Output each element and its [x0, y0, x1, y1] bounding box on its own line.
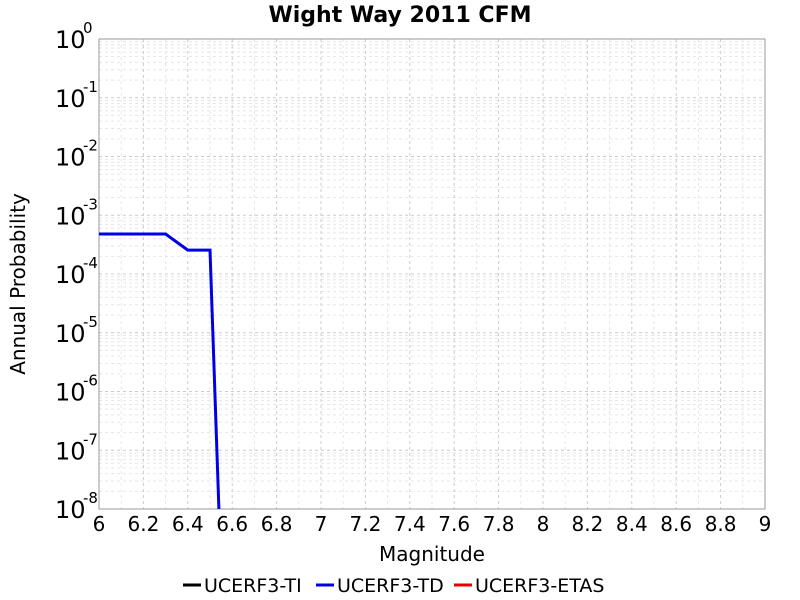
legend-label: UCERF3-ETAS	[475, 575, 604, 597]
y-tick-exponent: -4	[83, 254, 98, 272]
x-tick-label: 7.2	[349, 512, 381, 536]
y-tick-exponent: -1	[83, 78, 98, 96]
x-axis-label: Magnitude	[379, 542, 485, 566]
y-tick-label: 10-2	[55, 137, 98, 172]
y-tick-label: 10-6	[55, 372, 98, 407]
x-tick-label: 6.2	[127, 512, 159, 536]
x-tick-label: 8.8	[705, 512, 737, 536]
x-tick-label: 8.6	[660, 512, 692, 536]
x-tick-label: 6.4	[172, 512, 204, 536]
y-tick-label: 10-3	[55, 195, 98, 230]
y-tick-label: 10-7	[55, 430, 98, 465]
x-tick-label: 8.4	[616, 512, 648, 536]
y-tick-label: 10-8	[55, 489, 98, 524]
y-tick-base: 10	[55, 496, 86, 524]
chart-title: Wight Way 2011 CFM	[268, 3, 531, 28]
y-tick-base: 10	[55, 144, 86, 172]
x-tick-label: 7	[315, 512, 328, 536]
x-tick-label: 7.6	[438, 512, 470, 536]
series-layer	[99, 232, 221, 510]
legend-label: UCERF3-TI	[204, 575, 302, 597]
legend-item: UCERF3-TD	[316, 575, 444, 597]
x-tick-label: 6	[93, 512, 106, 536]
legend: UCERF3-TI UCERF3-TD UCERF3-ETAS	[183, 575, 604, 597]
y-tick-base: 10	[55, 379, 86, 407]
x-tick-label: 8.2	[571, 512, 603, 536]
y-axis-label: Annual Probability	[6, 193, 30, 375]
legend-label: UCERF3-TD	[337, 575, 444, 597]
y-tick-base: 10	[55, 202, 86, 230]
y-tick-exponent: -6	[83, 372, 98, 390]
y-tick-exponent: -2	[83, 137, 98, 155]
x-tick-label: 7.4	[394, 512, 426, 536]
y-tick-base: 10	[55, 320, 86, 348]
y-tick-base: 10	[55, 261, 86, 289]
plot-frame	[98, 38, 766, 510]
y-tick-exponent: -7	[83, 430, 98, 448]
y-tick-label: 100	[55, 19, 93, 54]
grid	[98, 38, 766, 510]
y-tick-exponent: -5	[83, 313, 98, 331]
x-tick-label: 7.8	[483, 512, 515, 536]
y-tick-base: 10	[55, 85, 86, 113]
series-line	[99, 232, 221, 510]
legend-item: UCERF3-TI	[183, 575, 302, 597]
x-tick-labels: 6 6.2 6.4 6.6 6.8 7 7.2 7.4 7.6 7.8 8 8.2 8.4 8.6 8.8 9	[93, 512, 772, 536]
x-tick-label: 6.6	[216, 512, 248, 536]
y-tick-exponent: 0	[83, 19, 93, 37]
y-tick-exponent: -8	[83, 489, 98, 507]
x-tick-label: 9	[759, 512, 772, 536]
y-tick-base: 10	[55, 437, 86, 465]
y-tick-base: 10	[55, 26, 86, 54]
y-tick-label: 10-5	[55, 313, 98, 348]
x-tick-label: 6.8	[261, 512, 293, 536]
y-tick-exponent: -3	[83, 195, 98, 213]
y-tick-label: 10-4	[55, 254, 98, 289]
y-tick-label: 10-1	[55, 78, 98, 113]
legend-item: UCERF3-ETAS	[454, 575, 604, 597]
x-tick-label: 8	[537, 512, 550, 536]
